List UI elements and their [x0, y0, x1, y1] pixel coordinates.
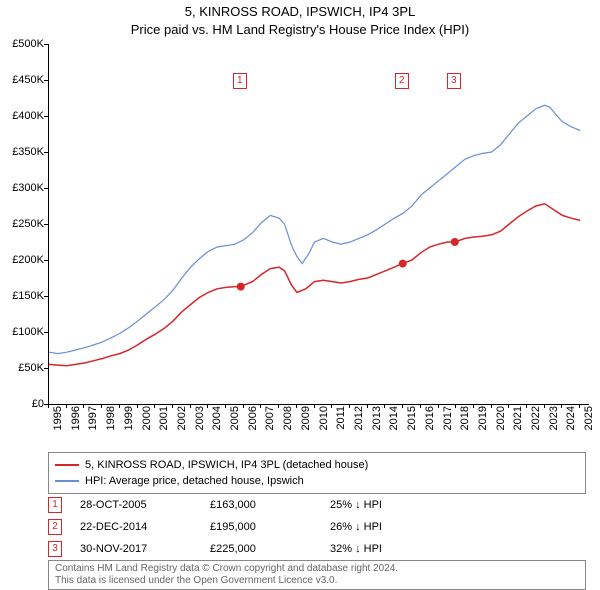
- x-tick-label: 2011: [335, 406, 347, 446]
- y-tick-label: £50K: [0, 362, 44, 374]
- sale-price: £195,000: [210, 521, 330, 533]
- x-tick-label: 2018: [459, 406, 471, 446]
- sale-price: £163,000: [210, 499, 330, 511]
- x-tick-label: 2021: [512, 406, 524, 446]
- x-tick-label: 2020: [495, 406, 507, 446]
- legend-item: 5, KINROSS ROAD, IPSWICH, IP4 3PL (detac…: [55, 457, 579, 473]
- x-tick-label: 2023: [548, 406, 560, 446]
- sale-row: 2 22-DEC-2014£195,00026% ↓ HPI: [48, 516, 586, 538]
- y-tick-label: £450K: [0, 74, 44, 86]
- sale-marker-dot: [237, 283, 245, 291]
- x-tick-label: 2010: [318, 406, 330, 446]
- footer-attribution: Contains HM Land Registry data © Crown c…: [48, 560, 586, 590]
- chart-container: 5, KINROSS ROAD, IPSWICH, IP4 3PL Price …: [0, 0, 600, 590]
- sale-marker-dot: [451, 238, 459, 246]
- legend-swatch: [55, 464, 79, 466]
- legend: 5, KINROSS ROAD, IPSWICH, IP4 3PL (detac…: [48, 452, 586, 494]
- sale-diff: 32% ↓ HPI: [330, 543, 450, 555]
- x-tick-label: 1995: [52, 406, 64, 446]
- sale-diff: 26% ↓ HPI: [330, 521, 450, 533]
- sale-row: 1 28-OCT-2005£163,00025% ↓ HPI: [48, 494, 586, 516]
- x-tick-label: 2019: [477, 406, 489, 446]
- y-tick-label: £350K: [0, 146, 44, 158]
- sale-row: 3 30-NOV-2017£225,00032% ↓ HPI: [48, 538, 586, 560]
- x-tick-label: 2002: [176, 406, 188, 446]
- annotation-marker-1: 1: [233, 73, 247, 89]
- plot-svg: [49, 44, 589, 404]
- x-tick-label: 1998: [105, 406, 117, 446]
- x-tick-label: 1999: [123, 406, 135, 446]
- y-tick-label: £150K: [0, 290, 44, 302]
- legend-swatch: [55, 480, 79, 482]
- series-blue: [49, 105, 580, 353]
- y-tick-label: £0: [0, 398, 44, 410]
- x-tick-label: 2008: [282, 406, 294, 446]
- series-red: [49, 204, 580, 366]
- sale-row-marker: 2: [48, 519, 62, 535]
- sale-date: 28-OCT-2005: [80, 499, 210, 511]
- y-tick-label: £300K: [0, 182, 44, 194]
- sale-date: 22-DEC-2014: [80, 521, 210, 533]
- x-tick-label: 2016: [424, 406, 436, 446]
- sale-date: 30-NOV-2017: [80, 543, 210, 555]
- x-tick-label: 2014: [388, 406, 400, 446]
- legend-label: HPI: Average price, detached house, Ipsw…: [85, 475, 304, 487]
- footer-line-2: This data is licensed under the Open Gov…: [55, 575, 579, 587]
- x-tick-label: 2012: [353, 406, 365, 446]
- x-tick-label: 2025: [583, 406, 595, 446]
- y-tick-label: £250K: [0, 218, 44, 230]
- x-tick-label: 2000: [141, 406, 153, 446]
- x-tick-label: 2024: [565, 406, 577, 446]
- x-tick-label: 1996: [70, 406, 82, 446]
- x-tick-label: 2017: [442, 406, 454, 446]
- chart-title: 5, KINROSS ROAD, IPSWICH, IP4 3PL: [0, 4, 600, 19]
- legend-label: 5, KINROSS ROAD, IPSWICH, IP4 3PL (detac…: [85, 459, 368, 471]
- x-tick-label: 2022: [530, 406, 542, 446]
- y-tick-label: £500K: [0, 38, 44, 50]
- y-tick-label: £100K: [0, 326, 44, 338]
- x-tick-label: 2009: [300, 406, 312, 446]
- sale-row-marker: 1: [48, 497, 62, 513]
- legend-item: HPI: Average price, detached house, Ipsw…: [55, 473, 579, 489]
- annotation-marker-3: 3: [447, 73, 461, 89]
- annotation-marker-2: 2: [395, 73, 409, 89]
- x-tick-label: 2013: [371, 406, 383, 446]
- sale-price: £225,000: [210, 543, 330, 555]
- sales-table: 1 28-OCT-2005£163,00025% ↓ HPI 2 22-DEC-201…: [48, 494, 586, 560]
- footer-line-1: Contains HM Land Registry data © Crown c…: [55, 563, 579, 575]
- x-tick-label: 2003: [194, 406, 206, 446]
- chart-subtitle: Price paid vs. HM Land Registry's House …: [0, 22, 600, 37]
- x-tick-label: 2005: [229, 406, 241, 446]
- sale-marker-dot: [399, 260, 407, 268]
- x-tick-label: 2001: [158, 406, 170, 446]
- sale-row-marker: 3: [48, 541, 62, 557]
- x-tick-label: 1997: [87, 406, 99, 446]
- sale-diff: 25% ↓ HPI: [330, 499, 450, 511]
- x-tick-label: 2004: [211, 406, 223, 446]
- x-tick-label: 2007: [264, 406, 276, 446]
- x-tick-label: 2006: [247, 406, 259, 446]
- x-tick-label: 2015: [406, 406, 418, 446]
- y-tick-label: £200K: [0, 254, 44, 266]
- y-tick-label: £400K: [0, 110, 44, 122]
- plot-area: [48, 44, 589, 405]
